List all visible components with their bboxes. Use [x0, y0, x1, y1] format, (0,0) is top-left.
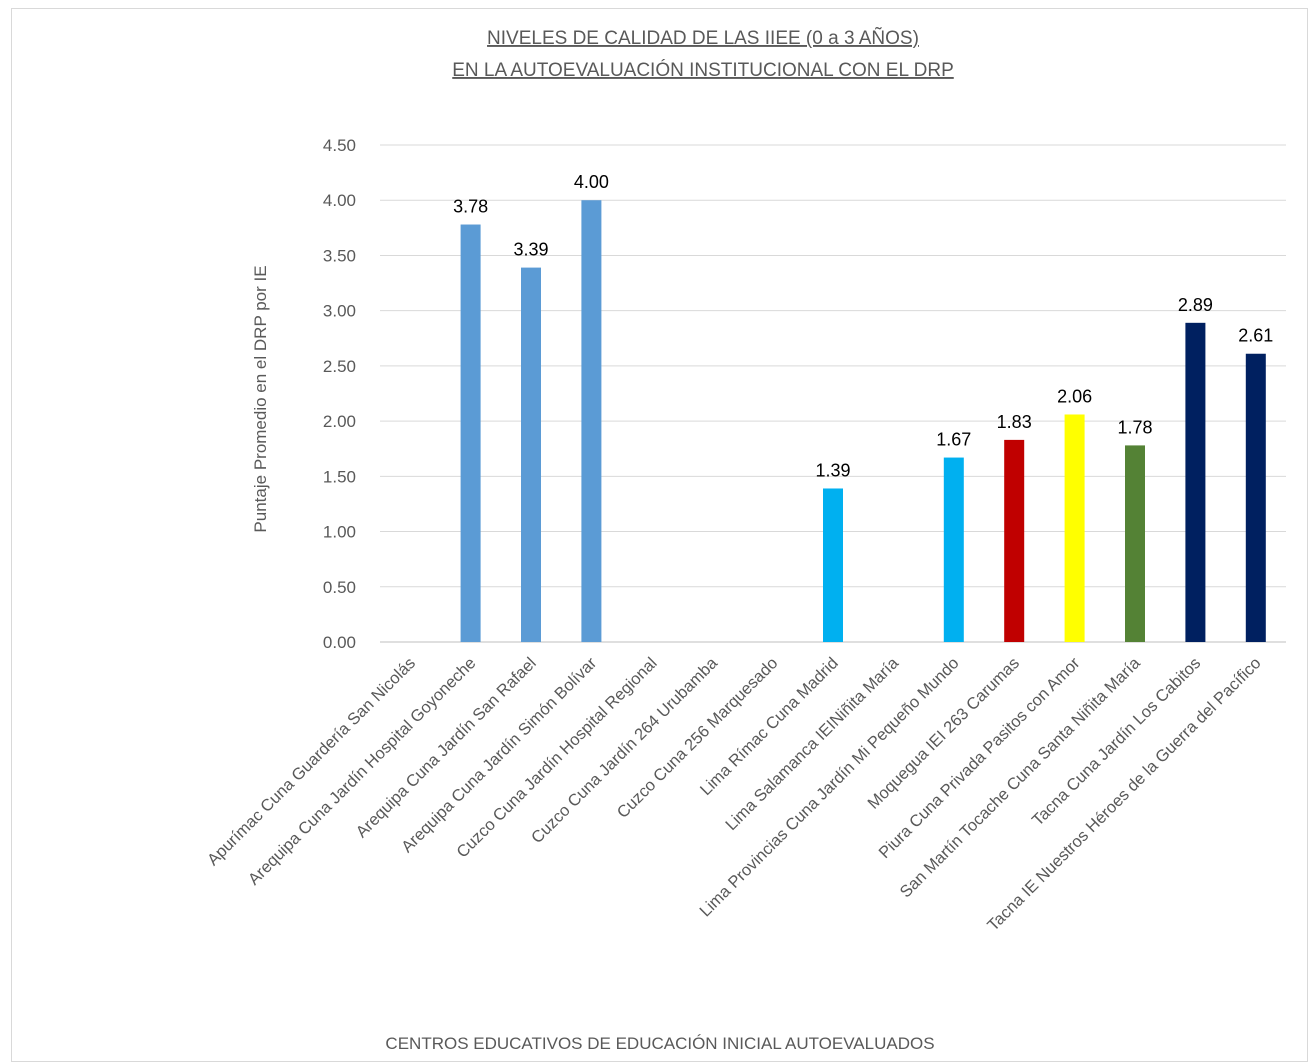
- bar: [1064, 414, 1085, 642]
- y-axis-ticks: 0.00 0.50 1.00 1.50 2.00 2.50 3.00 3.50 4.00 4.50: [323, 136, 356, 652]
- bars: [460, 200, 1266, 642]
- y-tick-label: 0.50: [323, 578, 356, 597]
- data-label: 4.00: [574, 172, 609, 192]
- chart-frame: [11, 8, 1308, 1062]
- data-label: 2.89: [1178, 295, 1213, 315]
- data-label: 3.78: [453, 197, 488, 217]
- y-tick-label: 0.00: [323, 633, 356, 652]
- category-label: Arequipa Cuna Jardín Hospital Goyoneche: [245, 654, 480, 889]
- y-tick-label: 4.00: [323, 191, 356, 210]
- y-tick-label: 2.50: [323, 357, 356, 376]
- category-label: Tacna IE Nuestros Héroes de la Guerra de…: [984, 654, 1265, 935]
- chart-title-line1: NIVELES DE CALIDAD DE LAS IIEE (0 a 3 AÑ…: [487, 27, 919, 49]
- data-label: 3.39: [513, 240, 548, 260]
- data-labels: 3.78 3.39 4.00 1.39 1.67 1.83 2.06 1.78 2.89 2.61: [453, 172, 1273, 480]
- y-tick-label: 1.50: [323, 467, 356, 486]
- bar: [1185, 322, 1206, 642]
- y-tick-label: 2.00: [323, 412, 356, 431]
- bar: [1125, 445, 1145, 642]
- y-tick-label: 4.50: [323, 136, 356, 155]
- data-label: 1.78: [1117, 417, 1152, 437]
- x-axis-categories: Apurímac Cuna Guardería San NicolásArequ…: [204, 654, 1265, 935]
- category-label: Apurímac Cuna Guardería San Nicolás: [204, 654, 419, 869]
- data-label: 2.61: [1238, 326, 1273, 346]
- chart-title-line2: EN LA AUTOEVALUACIÓN INSTITUCIONAL CON E…: [452, 59, 954, 81]
- y-tick-label: 3.50: [323, 246, 356, 265]
- data-label: 2.06: [1057, 386, 1092, 406]
- x-axis-title: CENTROS EDUCATIVOS DE EDUCACIÓN INICIAL …: [385, 1034, 934, 1053]
- data-label: 1.83: [997, 412, 1032, 432]
- data-label: 1.39: [815, 460, 850, 480]
- y-tick-label: 3.00: [323, 302, 356, 321]
- data-label: 1.67: [936, 430, 971, 450]
- bar: [521, 267, 541, 642]
- bar: [1004, 439, 1025, 642]
- y-tick-label: 1.00: [323, 523, 356, 542]
- bar: [943, 457, 964, 642]
- bar: [460, 224, 481, 642]
- y-axis-title: Puntaje Promedio en el DRP por IE: [251, 265, 270, 532]
- bar: [823, 488, 843, 642]
- bar: [581, 200, 602, 642]
- bar: [1245, 353, 1266, 642]
